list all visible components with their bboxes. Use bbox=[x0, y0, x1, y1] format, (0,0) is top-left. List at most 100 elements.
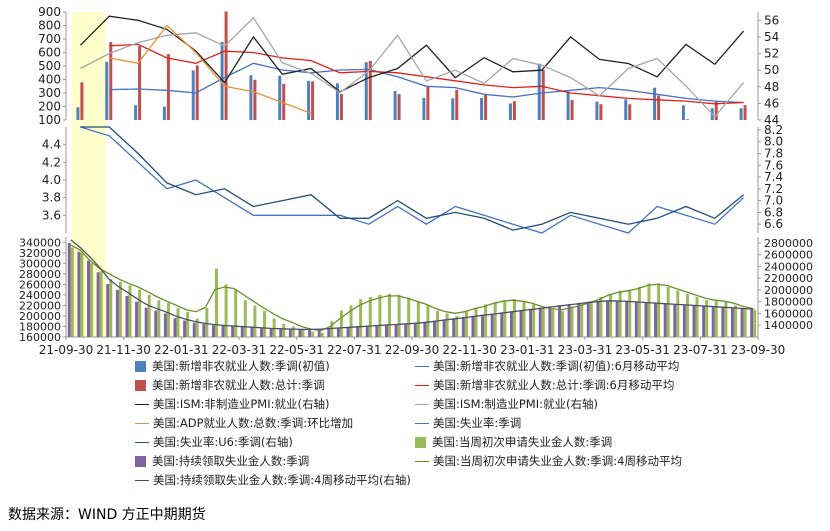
panel1-bar bbox=[714, 101, 718, 120]
panel1-bar bbox=[80, 82, 84, 120]
legend-label: 美国:当周初次申请失业金人数:季调 bbox=[432, 435, 613, 449]
x-tick-label: 21-09-30 bbox=[39, 343, 93, 357]
panel3-left-tick-label: 240000 bbox=[19, 289, 61, 302]
panel3-bar bbox=[397, 294, 401, 337]
legend-swatch-line bbox=[415, 404, 429, 405]
panel3-bar bbox=[471, 315, 475, 337]
legend-swatch-bar bbox=[135, 361, 146, 372]
legend-swatch-line bbox=[135, 442, 149, 443]
legend-swatch-line bbox=[415, 461, 429, 462]
panel3-bar bbox=[711, 307, 715, 337]
panel3-bar bbox=[532, 304, 536, 337]
panel1-bar bbox=[166, 54, 170, 121]
panel1-bar bbox=[537, 63, 541, 120]
legend-label: 美国:新增非农就业人数:季调(初值):6月移动平均 bbox=[433, 359, 680, 373]
panel3-bar bbox=[234, 289, 238, 337]
panel1-bar bbox=[657, 95, 661, 120]
panel3-bar bbox=[529, 308, 533, 337]
legend-label: 美国:当周初次申请失业金人数:季调:4周移动平均 bbox=[433, 454, 682, 468]
legend-label: 美国:失业率:季调 bbox=[433, 416, 522, 430]
panel3-bar bbox=[301, 329, 305, 337]
panel3-bar bbox=[724, 302, 728, 337]
panel3-bar bbox=[416, 301, 420, 337]
panel3-bar bbox=[311, 331, 315, 337]
panel2-right-tick-label: 8.0 bbox=[764, 135, 783, 149]
panel3-bar bbox=[702, 306, 706, 337]
panel3-bar bbox=[423, 321, 427, 337]
panel3-right-tick-label: 1400000 bbox=[764, 319, 813, 332]
legend-item: 美国:新增非农就业人数:季调(初值) bbox=[135, 357, 415, 376]
x-tick-label: 22-01-31 bbox=[154, 343, 208, 357]
panel3-bar bbox=[157, 300, 161, 337]
legend-item: 美国:失业率:季调 bbox=[415, 414, 695, 433]
x-tick-label: 23-09-30 bbox=[731, 343, 785, 357]
panel3-series-line bbox=[70, 239, 754, 331]
panel3-bar bbox=[654, 303, 658, 337]
panel2-right-tick-label: 6.8 bbox=[764, 205, 783, 219]
panel3-bar bbox=[509, 311, 513, 337]
panel3-bar bbox=[128, 285, 132, 337]
panel3-bar bbox=[484, 304, 488, 337]
panel3-bar bbox=[115, 289, 119, 337]
panel1-series-line bbox=[79, 15, 745, 93]
panel2-right-tick-label: 6.6 bbox=[764, 217, 783, 231]
panel1-bar bbox=[681, 105, 685, 120]
panel3-bar bbox=[90, 263, 94, 337]
x-tick-label: 22-05-31 bbox=[269, 343, 323, 357]
legend-item: 美国:新增非农就业人数:季调(初值):6月移动平均 bbox=[415, 357, 695, 376]
panel3-right-tick-label: 2400000 bbox=[764, 260, 813, 273]
panel3-bar bbox=[618, 290, 622, 337]
panel3-bar bbox=[67, 242, 71, 337]
panel3-bar bbox=[77, 251, 81, 337]
panel1-bar bbox=[224, 11, 228, 121]
panel3-bar bbox=[730, 308, 734, 337]
panel3-bar bbox=[750, 309, 754, 337]
panel3-bar bbox=[426, 305, 430, 337]
panel2-right-tick-label: 8.2 bbox=[764, 123, 783, 137]
data-source-note: 数据来源：WIND 方正中期期货 bbox=[8, 507, 206, 523]
panel3-bar bbox=[586, 301, 590, 337]
panel3-bar bbox=[253, 305, 257, 337]
panel3-bar bbox=[205, 308, 209, 337]
panel2-left-tick-label: 4.4 bbox=[42, 138, 61, 152]
panel1-bar bbox=[451, 98, 455, 120]
panel3-bar bbox=[634, 302, 638, 337]
panel1-bar bbox=[282, 83, 286, 120]
panel3-bar bbox=[320, 332, 324, 337]
panel3-bar bbox=[231, 326, 235, 337]
panel1-series-line bbox=[109, 62, 744, 104]
panel3-bar bbox=[663, 304, 667, 337]
panel3-bar bbox=[211, 325, 215, 337]
panel1-bar bbox=[624, 99, 628, 120]
panel1-bar bbox=[393, 90, 397, 120]
panel3-bar bbox=[445, 313, 449, 337]
panel3-bar bbox=[721, 307, 725, 337]
panel3-bar bbox=[753, 309, 757, 337]
panel1-bar bbox=[743, 105, 747, 120]
panel1-left-tick-label: 200 bbox=[38, 100, 61, 114]
panel1-bar bbox=[512, 101, 516, 120]
legend-label: 美国:ADP就业人数:总数:季调:环比增加 bbox=[153, 416, 354, 430]
legend-label: 美国:新增非农就业人数:季调(初值) bbox=[152, 359, 330, 373]
panel3-bar bbox=[615, 301, 619, 337]
panel3-bar bbox=[99, 271, 103, 337]
legend-item: 美国:新增非农就业人数:总计:季调:6月移动平均 bbox=[415, 376, 695, 395]
panel3-bar bbox=[298, 329, 302, 337]
panel3-bar bbox=[493, 302, 497, 337]
panel2-right-tick-label: 7.0 bbox=[764, 194, 783, 208]
panel3-bar bbox=[455, 315, 459, 337]
panel2-left-tick-label: 4.2 bbox=[42, 155, 61, 169]
panel3-bar bbox=[606, 300, 610, 337]
panel3-bar bbox=[70, 247, 74, 337]
legend-item: 美国:当周初次申请失业金人数:季调:4周移动平均 bbox=[415, 452, 695, 471]
panel3-bar bbox=[433, 320, 437, 337]
panel3-bar bbox=[154, 310, 158, 337]
panel3-bar bbox=[676, 290, 680, 337]
panel1-left-tick-label: 800 bbox=[38, 19, 61, 33]
panel1-left-tick-label: 100 bbox=[38, 113, 61, 127]
panel1-bar bbox=[653, 87, 657, 120]
panel3-bar bbox=[214, 268, 218, 337]
panel1-left-tick-label: 400 bbox=[38, 73, 61, 87]
panel3-left-tick-label: 200000 bbox=[19, 310, 61, 323]
